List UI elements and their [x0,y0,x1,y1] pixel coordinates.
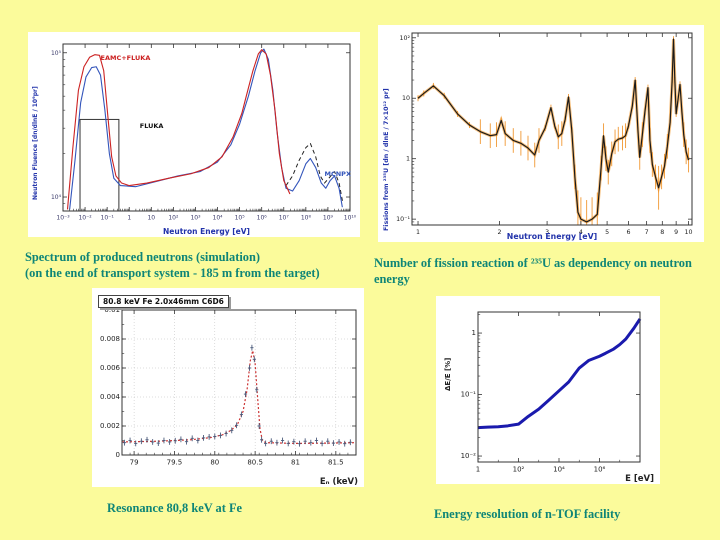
caption-resonance: Resonance 80,8 keV at Fe [107,501,243,515]
svg-text:8: 8 [660,229,664,236]
svg-text:10⁻¹: 10⁻¹ [101,215,115,222]
svg-text:Neutron Energy [eV]: Neutron Energy [eV] [507,232,597,241]
svg-text:9: 9 [674,229,678,236]
svg-text:10⁴: 10⁴ [51,194,62,201]
svg-text:10³: 10³ [190,215,201,222]
svg-text:0.006: 0.006 [100,364,121,372]
svg-text:0.002: 0.002 [100,422,120,430]
svg-text:10⁴: 10⁴ [213,215,224,222]
svg-text:Neutron Fluence [dn/dlnE / 10⁹: Neutron Fluence [dn/dlnE / 10⁹pr] [32,86,39,200]
svg-text:1: 1 [127,215,131,222]
svg-text:10⁻²: 10⁻² [78,215,92,222]
svg-text:79: 79 [130,459,139,467]
svg-text:Eₙ (keV): Eₙ (keV) [320,477,358,487]
panel-fission-rate: 1 2 3 4 5 6 7 8 9 10 10⁻¹ 1 10 10² Neutron Energy [eV]… [378,25,704,242]
svg-text:80: 80 [210,459,219,467]
energy-resolution-chart: 1 10² 10⁴ 10⁶ 10⁻² 10⁻¹ 1 E [eV] ΔE/E [%] [436,296,660,484]
svg-text:10⁻²: 10⁻² [461,452,477,460]
svg-text:2: 2 [497,229,501,236]
caption-line: Spectrum of produced neutrons (simulatio… [25,250,260,264]
svg-text:E [eV]: E [eV] [625,474,654,484]
panel-neutron-spectrum: 10⁻³ 10⁻² 10⁻¹ 1 10 10² 10³ 10⁴ 10⁵ 10⁶ 10⁷ 10⁸ 10⁹ 1… [28,32,360,237]
svg-text:6: 6 [627,229,631,236]
svg-text:FLUKA: FLUKA [140,122,164,130]
svg-text:81.5: 81.5 [328,459,344,467]
svg-text:10: 10 [402,95,410,102]
svg-text:0: 0 [116,451,120,459]
caption-line: (on the end of transport system - 185 m … [25,265,320,280]
svg-text:1: 1 [406,156,410,163]
svg-text:10²: 10² [513,466,525,474]
svg-text:10²: 10² [168,215,179,222]
caption-fission: Number of fission reaction of ²³⁵U as de… [374,256,692,286]
caption-neutron-spectrum: Spectrum of produced neutrons (simulatio… [25,250,377,282]
svg-text:MCNPX: MCNPX [325,170,351,178]
svg-text:1: 1 [416,229,420,236]
svg-text:3: 3 [545,229,549,236]
svg-text:7: 7 [645,229,649,236]
svg-text:10⁵: 10⁵ [235,215,246,222]
svg-text:80.5: 80.5 [247,459,263,467]
svg-text:10⁷: 10⁷ [279,215,290,222]
svg-text:Neutron Energy [eV]: Neutron Energy [eV] [163,227,250,236]
u235-fission-chart: 1 2 3 4 5 6 7 8 9 10 10⁻¹ 1 10 10² Neutron Energy [eV]… [378,25,704,242]
panel-energy-resolution: 1 10² 10⁴ 10⁶ 10⁻² 10⁻¹ 1 E [eV] ΔE/E [%] [436,296,660,484]
svg-text:0.004: 0.004 [100,393,121,401]
svg-text:Fissions from ²³⁵U [dn / dlnE: Fissions from ²³⁵U [dn / dlnE / 7×10¹² p… [383,88,390,231]
svg-text:ΔE/E [%]: ΔE/E [%] [444,358,452,391]
svg-text:10⁻¹: 10⁻¹ [396,216,410,223]
neutron-spectrum-chart: 10⁻³ 10⁻² 10⁻¹ 1 10 10² 10³ 10⁴ 10⁵ 10⁶ 10⁷ 10⁸ 10⁹ 1… [28,32,360,237]
svg-text:10⁶: 10⁶ [257,215,268,222]
fe-resonance-chart: 79 79.5 80 80.5 81 81.5 0 0.002 0.004 0.006 0.008 0… [92,288,364,487]
svg-text:10⁹: 10⁹ [323,215,334,222]
svg-text:1: 1 [472,329,476,337]
svg-text:10⁻¹: 10⁻¹ [461,391,477,399]
svg-text:1: 1 [476,466,480,474]
svg-text:10¹⁰: 10¹⁰ [344,215,357,222]
svg-text:10: 10 [685,229,693,236]
svg-text:10⁵: 10⁵ [51,50,62,57]
svg-text:79.5: 79.5 [167,459,183,467]
histogram-title: 80.8 keV Fe 2.0x46mm C6D6 [98,295,229,308]
svg-text:EAMC+FLUKA: EAMC+FLUKA [101,54,151,62]
svg-text:4: 4 [579,229,583,236]
svg-text:10⁴: 10⁴ [553,466,565,474]
svg-text:5: 5 [605,229,609,236]
svg-text:10⁸: 10⁸ [301,215,312,222]
svg-text:10⁶: 10⁶ [594,466,606,474]
svg-text:81: 81 [291,459,300,467]
panel-fe-resonance: 80.8 keV Fe 2.0x46mm C6D6 79 79.5 80 80.5 81… [92,288,364,487]
svg-text:10: 10 [147,215,155,222]
svg-text:10⁻³: 10⁻³ [56,215,70,222]
svg-text:0.008: 0.008 [100,335,120,343]
svg-text:10²: 10² [399,35,410,42]
caption-resolution: Energy resolution of n-TOF facility [434,507,621,521]
svg-text:0.01: 0.01 [104,306,120,314]
